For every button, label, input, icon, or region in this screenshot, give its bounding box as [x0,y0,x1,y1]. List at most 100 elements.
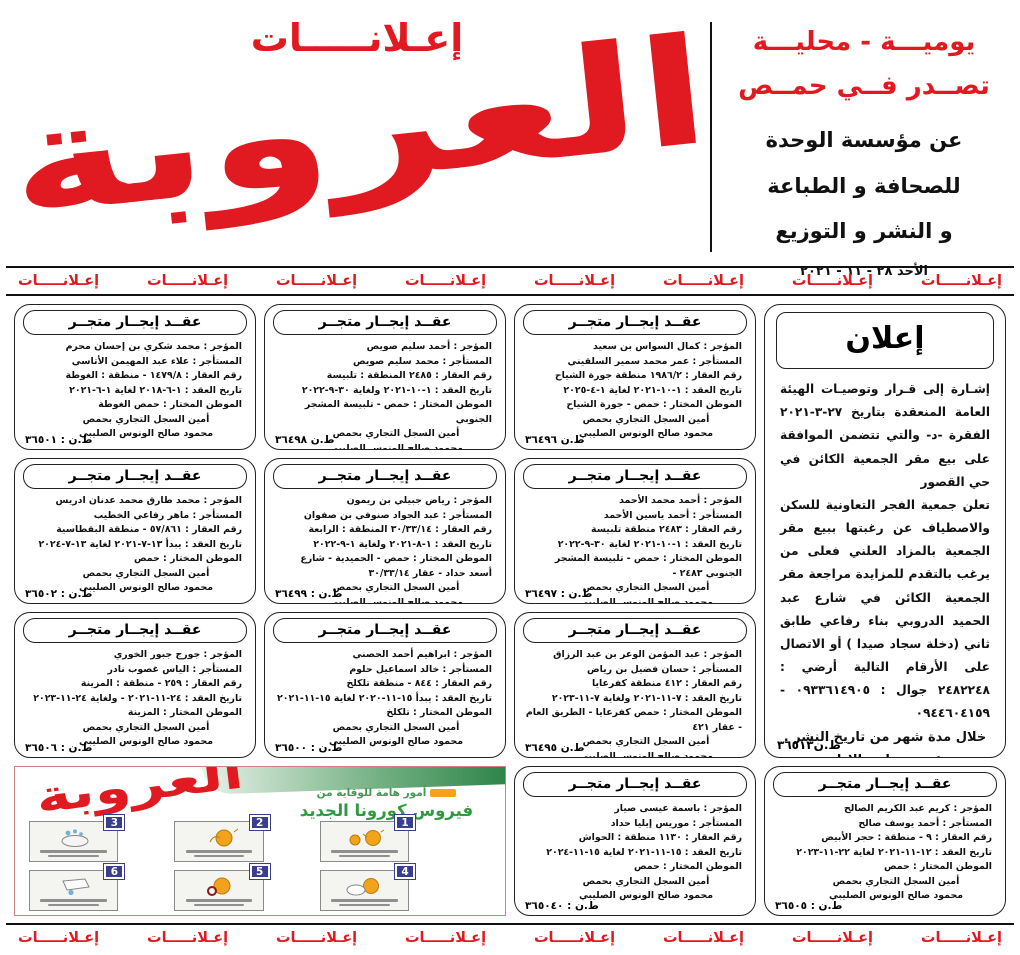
lessor-line: المؤجر : كمال السواس بن سعيد [593,341,742,352]
lessor-line: المؤجر : محمد شكري بن إحسان محرم [65,341,242,352]
ads-ticker-top: إعـلانـــــات إعـلانـــــات إعـلانـــــات إ… [6,266,1014,296]
announcement-deadline: خلال مدة شهر من تاريخ النشر . [783,729,987,745]
card-number-badge: 6 [104,864,125,879]
dates-line: تاريخ العقد : ٧-١١-٢٠٢١ ولغاية ٧-١١-٢٠٢٣ [551,692,742,704]
domicile-line: الموطن المختار : حمص الغوطة [98,399,242,411]
publisher-line3: و النشر و التوزيع [775,218,953,243]
lessee-line: المستأجر : موريس إيليا حداد [610,817,742,829]
contract-box: عقــد إيجــار متجــر المؤجر : أحمد محمد … [514,458,756,604]
registrar-name-line: محمود صالح الونوس الصليبي [578,597,714,604]
card-caption [40,849,107,853]
prevention-card: 5 [174,864,270,911]
registrar-line: أمين السجل التجاري بحمص [82,567,210,579]
dates-line: تاريخ العقد : ١-١٠-٢٠٢١ لغاية ٣٠-٩-٢٠٢٢ [557,538,742,550]
contract-title: عقــد إيجــار متجــر [523,310,747,335]
registrar-line: أمين السجل التجاري بحمص [82,413,210,425]
registrar-line: أمين السجل التجاري بحمص [582,736,710,748]
contract-box: عقــد إيجــار متجــر المؤجر : أحمد سليم … [264,304,506,450]
ticker-word: إعـلانـــــات [404,930,487,946]
registry-number: ط.ن : ٣٦٤٩٧ [525,588,593,600]
masthead: إعـلانـــــات العروبة يوميـــة - محليـــ… [0,0,1020,279]
content-grid: عقــد إيجــار متجــر المؤجر : محمد شكري … [14,304,1006,916]
contract-box: عقــد إيجــار متجــر المؤجر : محمد شكري … [14,304,256,450]
lessor-line: المؤجر : باسمة عيسى صيار [614,803,742,814]
registrar-line: أمين السجل التجاري بحمص [332,721,460,733]
ad-brand-logo: العروبة [33,766,247,824]
prevention-card: 6 [29,864,125,911]
property-line: رقم العقار : ٢٥٩ - منطقة : المزينة [80,678,242,690]
registry-number: ط.ن : ٣٦٥٠٢ [25,588,93,600]
dates-line: تاريخ العقد : ٢٤-١١-٢٠٢١ - ولغاية ٢٤-١١-… [33,692,242,704]
registrar-name-line: محمود صالح الونوس الصليبي [828,890,964,902]
contract-box: عقــد إيجــار متجــر المؤجر : ابراهيم أح… [264,612,506,758]
ticker-word: إعـلانـــــات [18,930,100,946]
orange-highlight [430,789,457,797]
domicile-line: الموطن المختار : حمص - جورة الشياح [566,399,742,411]
ticker-word: إعـلانـــــات [275,930,358,946]
card-caption [40,898,107,902]
card-caption [185,898,253,902]
signature-role: رئيس مجلس الإدارة [780,749,990,757]
property-line: رقم العقار : ١١٣٠ منطقة : الحواش [578,832,742,844]
card-caption [48,903,99,907]
contract-box: عقــد إيجــار متجــر المؤجر : رياض جبيلي… [264,458,506,604]
virus-icon [349,829,385,846]
lessee-line: المستأجر : أحمد يوسف صالح [858,817,992,829]
domicile-line: الموطن المختار : حمص - تلبيسة المشجر الج… [554,553,742,579]
brand-logo: العروبة [6,4,708,250]
publisher-line2: للصحافة و الطباعة [767,173,961,198]
lessor-line: المؤجر : أحمد سليم صويص [366,341,492,352]
registry-number: ط.ن : ٣٦٥٠٠ [275,742,343,754]
virus-icon [209,828,239,847]
domicile-line: الموطن المختار : حمص [883,861,992,873]
registry-number: ط.ن : ٣٦٥٠٦ [25,742,93,754]
registry-number: ط.ن ٣٦٤٩٥ [525,742,585,754]
masthead-brand-area: إعـلانـــــات العروبة [6,4,708,260]
announcement-paragraph: تعلن جمعية الفجر التعاونية للسكن والاصطي… [780,497,990,721]
lessee-line: المستأجر : حسان فضيل بن رياض [587,663,742,675]
card-number-badge: 1 [395,815,415,830]
card-caption [193,854,245,858]
lessor-line: المؤجر : عبد المؤمن الوعر بن عبد الرزاق [553,649,742,660]
dates-line: تاريخ العقد : ١-١٠-٢٠٢١ لغاية ١-٤-٢٠٢٥ [563,384,742,396]
domicile-line: الموطن المختار : حمص كفرعايا - الطريق ال… [525,707,742,733]
issue-date: الأحد ٢٨ - ١١ - ٢٠٢١ [800,263,928,279]
registrar-line: أمين السجل التجاري بحمص [332,428,460,440]
dates-line: تاريخ العقد : ١-٦-٢٠١٨ لغاية ١-٦-٢٠٢١ [69,384,242,396]
registrar-name-line: محمود صالح الونوس الصليبي [328,443,464,450]
contract-box: عقــد إيجــار متجــر المؤجر : كريم عبد ا… [764,766,1006,916]
registry-number: ط.ن ٣٦٤٩٨ [275,434,335,446]
ticker-word: إعـلانـــــات [275,273,358,289]
dates-line: تاريخ العقد : ١٥-١١-٢٠٢١ لغاية ١٥-١١-٢٠٢… [546,846,742,858]
publisher-line1: عن مؤسسة الوحدة [765,128,963,153]
property-line: رقم العقار : ٢٤٨٥ المنطقة : تلبيسة [326,370,492,382]
ads-word: إعـلانـــــات [250,16,464,60]
contract-title: عقــد إيجــار متجــر [23,618,247,643]
domicile-line: الموطن المختار : المزينة [127,707,242,719]
ticker-word: إعـلانـــــات [791,930,874,946]
domicile-line: الموطن المختار : حمص - تلبيسة المشجر الج… [304,399,492,425]
lessee-line: المستأجر : ماهر رفاعي الخطيب [93,509,242,521]
registrar-name-line: محمود صالح الونوس الصليبي [78,428,214,440]
dates-line: تاريخ العقد : ١-٨-٢٠٢١ ولغاية ١-٩-٢٠٢٢ [313,538,492,550]
ticker-word: إعـلانـــــات [147,273,229,289]
card-caption [48,854,99,858]
domicile-line: الموطن المختار : حمص [133,553,242,565]
contract-box: عقــد إيجــار متجــر المؤجر : كمال السوا… [514,304,756,450]
registrar-name-line: محمود صالح الونوس الصليبي [78,736,214,748]
contract-title: عقــد إيجــار متجــر [523,618,747,643]
dates-line: تاريخ العقد : يبدأ ١٥-١١-٢٠٢٠ لغاية ١٥-١… [277,692,492,704]
dates-line: تاريخ العقد : ١٢-١١-٢٠٢١ لغاية ٢٢-١١-٢٠٢… [796,846,992,858]
domicile-line: الموطن المختار : حمص [633,861,742,873]
dates-line: تاريخ العقد : ١-١٠-٢٠٢١ ولغاية ٣٠-٩-٢٠٢٢ [301,384,492,396]
ticker-word: إعـلانـــــات [791,273,874,289]
lessee-line: المستأجر : عمر محمد سمير السلقيني [567,355,743,367]
contract-title: عقــد إيجــار متجــر [523,464,747,489]
prevention-card: 4 [319,864,415,911]
hand-washing-icon [61,829,89,847]
card-number-badge: 4 [395,864,415,879]
registry-number: ط.ن : ٣٦٤٩٩ [275,588,343,600]
prevention-cards: 1 2 3 4 [29,815,415,911]
contract-title: عقــد إيجــار متجــر [523,772,747,797]
